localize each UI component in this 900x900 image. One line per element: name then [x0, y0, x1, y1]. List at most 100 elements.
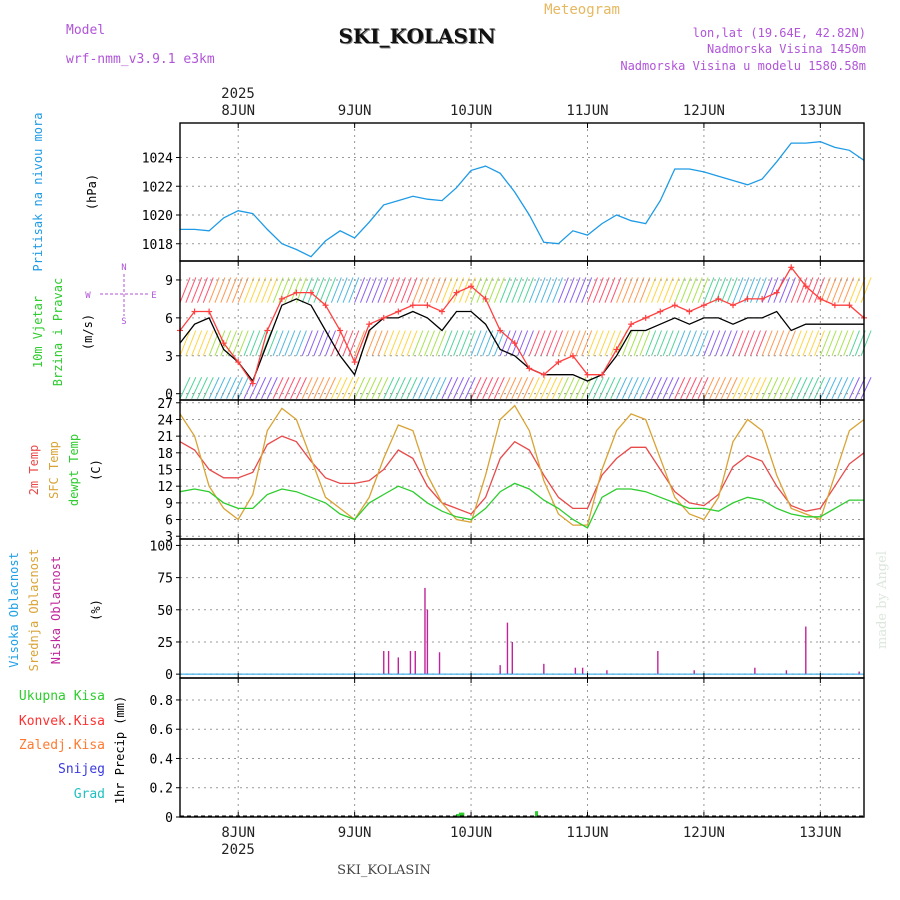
wind-barb — [656, 330, 668, 356]
wind-barb — [627, 330, 639, 356]
wind-barb — [517, 377, 529, 399]
top-year-label: 2025 — [221, 86, 255, 102]
wind-barb — [796, 377, 808, 399]
legend-grad: Grad — [74, 787, 105, 802]
wind-barb — [691, 330, 703, 356]
wind-barb — [662, 330, 674, 356]
wind-barb — [761, 330, 773, 356]
wind-barb — [522, 330, 534, 356]
wind-barb — [767, 330, 779, 356]
wind-barb — [522, 277, 534, 303]
wind-barb — [569, 330, 581, 356]
y-tick-label: 9 — [165, 274, 173, 289]
wind-barb — [720, 330, 732, 356]
wind-barb — [319, 377, 331, 399]
wind-barb — [424, 377, 435, 399]
wind-barb — [563, 330, 575, 356]
wind-barb — [354, 277, 366, 303]
series-line — [180, 141, 865, 258]
wind-barb — [814, 330, 825, 356]
cloud-ylabel: (%) — [89, 599, 103, 621]
y-tick-label: 0.4 — [150, 752, 174, 767]
wind-barb — [435, 377, 447, 399]
wind-barb — [831, 277, 843, 303]
wind-barb — [266, 330, 278, 356]
y-tick-label: 9 — [165, 497, 173, 512]
day-label-top: 8JUN — [221, 103, 255, 119]
wind-barb — [231, 377, 243, 399]
wind-barb — [726, 277, 738, 303]
compass-east: E — [151, 291, 156, 301]
wind-barb — [284, 377, 296, 399]
wind-barb — [703, 277, 715, 303]
wind-barb — [552, 377, 564, 399]
wind-barb — [843, 377, 855, 399]
wind-barb — [761, 377, 773, 399]
wind-barb — [843, 277, 855, 303]
wind-barb — [464, 330, 476, 356]
wind-barb — [330, 330, 342, 356]
y-tick-label: 100 — [150, 539, 173, 554]
wind-barb — [703, 377, 715, 399]
y-tick-label: 1022 — [142, 180, 173, 195]
wind-barb — [336, 277, 348, 303]
y-tick-label: 3 — [165, 530, 173, 545]
wind-barb — [278, 330, 290, 356]
wind-barb — [325, 277, 336, 303]
panel-frame — [179, 538, 865, 679]
wind-barb — [732, 377, 744, 399]
model-name: wrf-nmm_v3.9.1 e3km — [66, 52, 215, 67]
wind-barb — [750, 330, 761, 356]
day-label-top: 10JUN — [450, 103, 492, 119]
wind-barb — [196, 330, 208, 356]
wind-barb — [325, 377, 336, 399]
wind-barb — [278, 377, 290, 399]
wind-barb — [587, 377, 598, 399]
y-tick-label: 0.2 — [150, 782, 173, 797]
bottom-year-label: 2025 — [221, 842, 255, 858]
wind-barb — [685, 277, 697, 303]
wind-barb — [750, 377, 761, 399]
wind-barb — [371, 330, 383, 356]
wind-barb — [790, 330, 802, 356]
wind-barb — [261, 377, 272, 399]
wind-barb — [767, 277, 779, 303]
day-label-bottom: 12JUN — [683, 825, 725, 841]
wind-barb — [796, 330, 808, 356]
panel-pressure: 1018 1020 1022 1024 — [142, 122, 865, 262]
compass-rose: N S W E — [85, 263, 156, 327]
wind-barb — [214, 330, 226, 356]
wind-barb — [336, 377, 348, 399]
y-tick-label: 75 — [157, 572, 173, 587]
wind-barb — [814, 277, 825, 303]
wind-barb — [220, 377, 232, 399]
wind-barb — [633, 377, 645, 399]
wind-barb — [621, 277, 633, 303]
legend-zaledj-kisa: Zaledj.Kisa — [19, 738, 105, 753]
wind-barb — [476, 330, 488, 356]
wind-barb — [272, 277, 284, 303]
wind-barb — [738, 330, 750, 356]
wind-barb — [709, 330, 721, 356]
wind-barb — [627, 277, 639, 303]
wind-barb — [709, 277, 721, 303]
wind-barb — [860, 277, 872, 303]
wind-barb — [569, 277, 581, 303]
wind-barb — [214, 377, 226, 399]
wind-barb — [715, 330, 727, 356]
wind-barb — [406, 330, 418, 356]
wind-barb — [825, 377, 837, 399]
wind-barb — [779, 377, 791, 399]
wind-barb — [237, 330, 249, 356]
wind-barb — [685, 377, 697, 399]
compass-north: N — [121, 263, 126, 273]
wind-barb — [185, 277, 197, 303]
footer-station: SKI_KOLASIN — [337, 863, 431, 878]
wind-barb — [237, 377, 249, 399]
wind-barb — [365, 330, 377, 356]
wind-barb — [691, 277, 703, 303]
wind-barb — [389, 377, 401, 399]
panel-precip: 0 0.2 0.4 0.6 0.8 — [150, 677, 865, 826]
panel-wind: 0 3 6 9 — [165, 260, 872, 403]
wind-barb — [226, 277, 238, 303]
